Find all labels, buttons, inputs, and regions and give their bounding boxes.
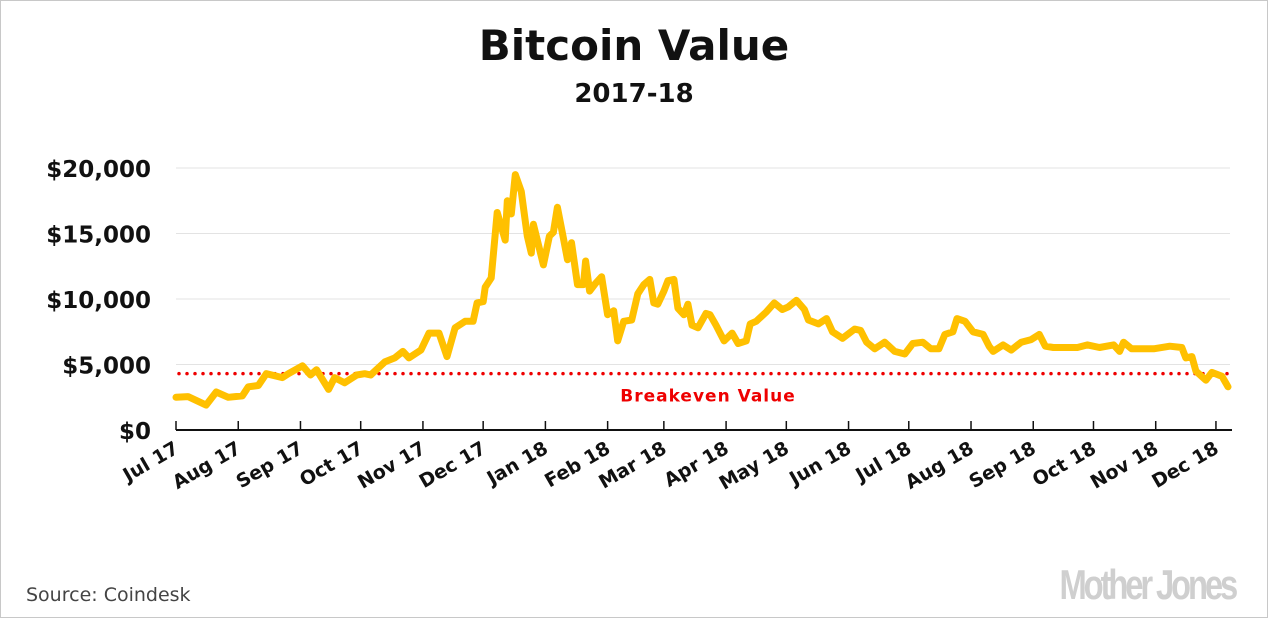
- x-tick-label: Oct 17: [296, 437, 367, 491]
- source-note: Source: Coindesk: [26, 584, 191, 606]
- y-tick-label: $20,000: [46, 157, 151, 183]
- x-tick-label: Dec 17: [415, 437, 489, 493]
- x-tick-label: Jan 18: [482, 437, 552, 490]
- x-tick-label: Nov 17: [354, 437, 429, 493]
- breakeven-label: Breakeven Value: [620, 387, 796, 407]
- y-tick-label: $0: [119, 419, 151, 445]
- x-tick-label: Aug 18: [902, 437, 978, 493]
- mother-jones-logo: Mother Jones: [1059, 561, 1238, 608]
- x-tick-label: Aug 17: [169, 437, 245, 493]
- y-tick-label: $5,000: [62, 354, 151, 380]
- x-tick-label: May 18: [715, 437, 792, 494]
- x-tick-label: Sep 18: [965, 437, 1039, 493]
- y-tick-label: $15,000: [46, 223, 151, 249]
- chart-subtitle: 2017-18: [574, 79, 694, 109]
- x-tick-label: Jun 18: [784, 437, 855, 491]
- x-tick-label: Dec 18: [1148, 437, 1222, 493]
- x-tick-label: Nov 18: [1087, 437, 1162, 493]
- series-line-bitcoin-value: [172, 171, 1232, 409]
- chart-title: Bitcoin Value: [478, 21, 790, 70]
- x-tick-label: Sep 17: [233, 437, 307, 493]
- y-tick-label: $10,000: [46, 288, 151, 314]
- x-tick-label: Oct 18: [1029, 437, 1100, 491]
